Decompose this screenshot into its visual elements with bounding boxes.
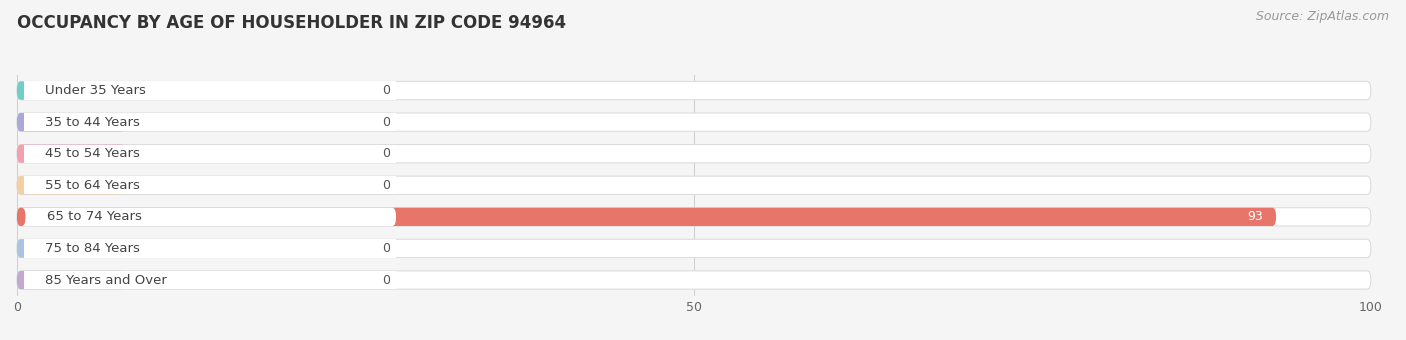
FancyBboxPatch shape (17, 271, 125, 289)
Text: 65 to 74 Years: 65 to 74 Years (46, 210, 142, 223)
Text: 0: 0 (382, 273, 391, 287)
Text: Under 35 Years: Under 35 Years (45, 84, 146, 97)
Text: 45 to 54 Years: 45 to 54 Years (45, 147, 141, 160)
Text: OCCUPANCY BY AGE OF HOUSEHOLDER IN ZIP CODE 94964: OCCUPANCY BY AGE OF HOUSEHOLDER IN ZIP C… (17, 14, 567, 32)
Text: Source: ZipAtlas.com: Source: ZipAtlas.com (1256, 10, 1389, 23)
Text: 85 Years and Over: 85 Years and Over (45, 273, 167, 287)
FancyBboxPatch shape (17, 176, 1371, 194)
FancyBboxPatch shape (24, 271, 396, 289)
Text: 0: 0 (382, 84, 391, 97)
FancyBboxPatch shape (24, 176, 396, 194)
Text: 55 to 64 Years: 55 to 64 Years (45, 179, 141, 192)
Text: 0: 0 (382, 242, 391, 255)
FancyBboxPatch shape (24, 82, 396, 100)
Text: 93: 93 (1247, 210, 1263, 223)
FancyBboxPatch shape (17, 271, 1371, 289)
FancyBboxPatch shape (17, 113, 125, 131)
FancyBboxPatch shape (17, 208, 1277, 226)
FancyBboxPatch shape (17, 208, 25, 226)
FancyBboxPatch shape (17, 239, 1371, 258)
FancyBboxPatch shape (17, 113, 1371, 131)
FancyBboxPatch shape (17, 144, 125, 163)
FancyBboxPatch shape (24, 239, 396, 258)
FancyBboxPatch shape (17, 144, 1371, 163)
FancyBboxPatch shape (17, 82, 125, 100)
FancyBboxPatch shape (24, 113, 396, 131)
FancyBboxPatch shape (17, 208, 396, 226)
Text: 0: 0 (382, 179, 391, 192)
Text: 0: 0 (382, 116, 391, 129)
FancyBboxPatch shape (17, 82, 1371, 100)
FancyBboxPatch shape (17, 176, 125, 194)
FancyBboxPatch shape (17, 208, 1371, 226)
Text: 35 to 44 Years: 35 to 44 Years (45, 116, 141, 129)
Text: 75 to 84 Years: 75 to 84 Years (45, 242, 141, 255)
FancyBboxPatch shape (24, 144, 396, 163)
Text: 0: 0 (382, 147, 391, 160)
FancyBboxPatch shape (17, 239, 125, 258)
